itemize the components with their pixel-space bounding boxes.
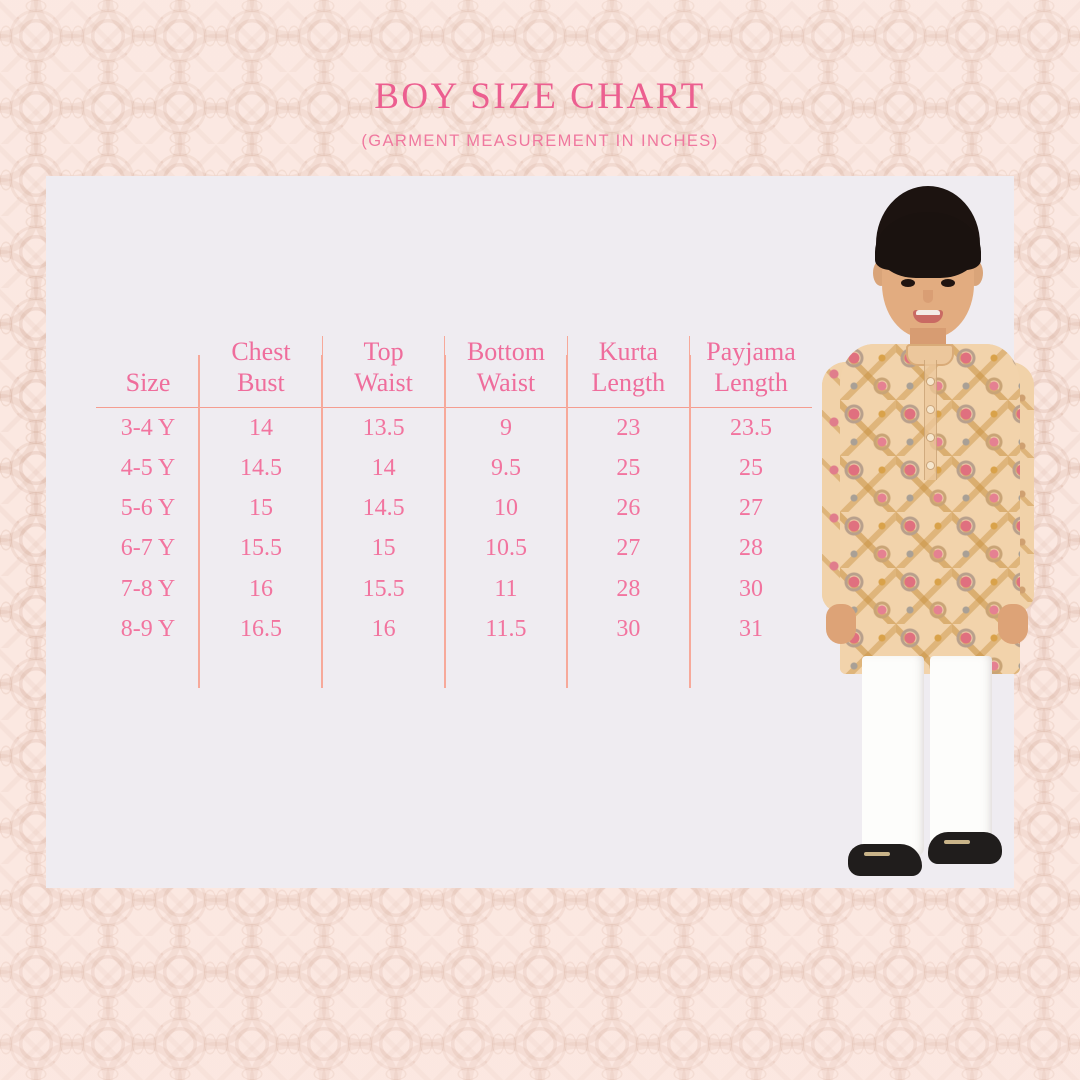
- shoe-buckle-icon: [864, 852, 890, 856]
- column-header-line1: Bottom: [466, 337, 545, 366]
- kurta-button: [927, 434, 934, 441]
- cell-payjama-length: 31: [739, 615, 764, 642]
- cell-bottom-waist: 10.5: [444, 528, 568, 570]
- eye-left: [901, 279, 915, 287]
- cell-kurta-length: 25: [567, 448, 691, 489]
- cell-top-waist: 16: [322, 609, 446, 651]
- column-header-size: Size: [96, 336, 200, 409]
- cell-top-waist: 13.5: [322, 407, 446, 449]
- chart-header: BOY SIZE CHART (GARMENT MEASUREMENT IN I…: [0, 78, 1080, 151]
- cell-size: 7-8 Y: [120, 575, 176, 602]
- cell-bottom-waist: 11: [444, 569, 568, 610]
- cell-size: 6-7 Y: [120, 535, 176, 562]
- cell-size: 8-9 Y: [120, 615, 176, 642]
- cell-top-waist: 15.5: [322, 569, 446, 610]
- kurta-button: [927, 462, 934, 469]
- teeth: [916, 310, 940, 315]
- payjama-leg-left: [862, 656, 924, 856]
- cell-payjama-length: 30: [739, 575, 764, 602]
- table-row: 6-7 Y 15.5 15 10.5 27 28: [96, 528, 812, 570]
- kurta-body: [840, 344, 1020, 674]
- table-row: 4-5 Y 14.5 14 9.5 25 25: [96, 448, 812, 489]
- cell-size: 3-4 Y: [120, 414, 176, 441]
- page-title: BOY SIZE CHART: [374, 76, 706, 117]
- cell-chest-bust: 16.5: [200, 609, 323, 651]
- hand-left: [826, 604, 856, 644]
- cell-size: 5-6 Y: [120, 495, 176, 522]
- nose: [923, 290, 933, 303]
- column-header-line1: Size: [125, 368, 171, 398]
- cell-kurta-length: 26: [567, 488, 691, 529]
- cell-chest-bust: 15: [200, 488, 323, 529]
- column-header-line1: Top: [363, 337, 404, 366]
- cell-chest-bust: 16: [200, 569, 323, 610]
- cell-top-waist: 15: [322, 528, 446, 570]
- table-row: 3-4 Y 14 13.5 9 23 23.5: [96, 407, 812, 449]
- cell-kurta-length: 23: [567, 407, 691, 449]
- kurta-placket: [924, 360, 937, 480]
- cell-top-waist: 14: [322, 448, 446, 489]
- column-header-bottom-waist: Bottom Waist: [444, 336, 568, 409]
- cell-payjama-length: 28: [739, 535, 764, 562]
- payjama-leg-right: [930, 656, 992, 852]
- kurta-button: [927, 378, 934, 385]
- column-header-line2: Waist: [476, 368, 536, 398]
- table-row: 7-8 Y 16 15.5 11 28 30: [96, 569, 812, 610]
- cell-kurta-length: 30: [567, 609, 691, 651]
- column-header-line1: Kurta: [598, 337, 658, 366]
- table-header-row: Size Chest Bust Top Waist Bottom Waist K…: [96, 336, 812, 409]
- cell-kurta-length: 27: [567, 528, 691, 570]
- cell-chest-bust: 14: [200, 407, 323, 449]
- shoe-right: [928, 832, 1002, 864]
- column-header-line1: Chest: [231, 337, 291, 366]
- shoe-buckle-icon: [944, 840, 970, 844]
- column-header-line1: Payjama: [706, 337, 796, 366]
- column-header-payjama-length: Payjama Length: [689, 336, 812, 409]
- cell-bottom-waist: 11.5: [444, 609, 568, 651]
- page-subtitle: (GARMENT MEASUREMENT IN INCHES): [361, 132, 719, 150]
- hand-right: [998, 604, 1028, 644]
- kurta-print: [840, 344, 1020, 674]
- cell-kurta-length: 28: [567, 569, 691, 610]
- cell-size: 4-5 Y: [120, 455, 176, 482]
- column-header-line2: Length: [591, 368, 666, 398]
- cell-chest-bust: 15.5: [200, 528, 323, 570]
- kurta-button: [927, 406, 934, 413]
- hair-top: [875, 212, 981, 270]
- column-header-line2: Length: [714, 368, 788, 398]
- table-row: 8-9 Y 16.5 16 11.5 30 31: [96, 609, 812, 651]
- cell-payjama-length: 25: [739, 455, 764, 482]
- cell-chest-bust: 14.5: [200, 448, 323, 489]
- size-chart-table: Size Chest Bust Top Waist Bottom Waist K…: [96, 336, 812, 651]
- table-row: 5-6 Y 15 14.5 10 26 27: [96, 488, 812, 529]
- cell-bottom-waist: 10: [444, 488, 568, 529]
- cell-bottom-waist: 9.5: [444, 448, 568, 489]
- column-header-chest-bust: Chest Bust: [200, 336, 323, 409]
- cell-payjama-length: 23.5: [730, 414, 773, 441]
- column-header-top-waist: Top Waist: [322, 336, 446, 409]
- cell-bottom-waist: 9: [444, 407, 568, 449]
- model-photo: [818, 186, 1036, 890]
- eye-right: [941, 279, 955, 287]
- column-header-kurta-length: Kurta Length: [567, 336, 691, 409]
- column-header-line2: Waist: [354, 368, 413, 398]
- shoe-left: [848, 844, 922, 876]
- cell-payjama-length: 27: [739, 495, 764, 522]
- column-header-line2: Bust: [237, 368, 285, 398]
- cell-top-waist: 14.5: [322, 488, 446, 529]
